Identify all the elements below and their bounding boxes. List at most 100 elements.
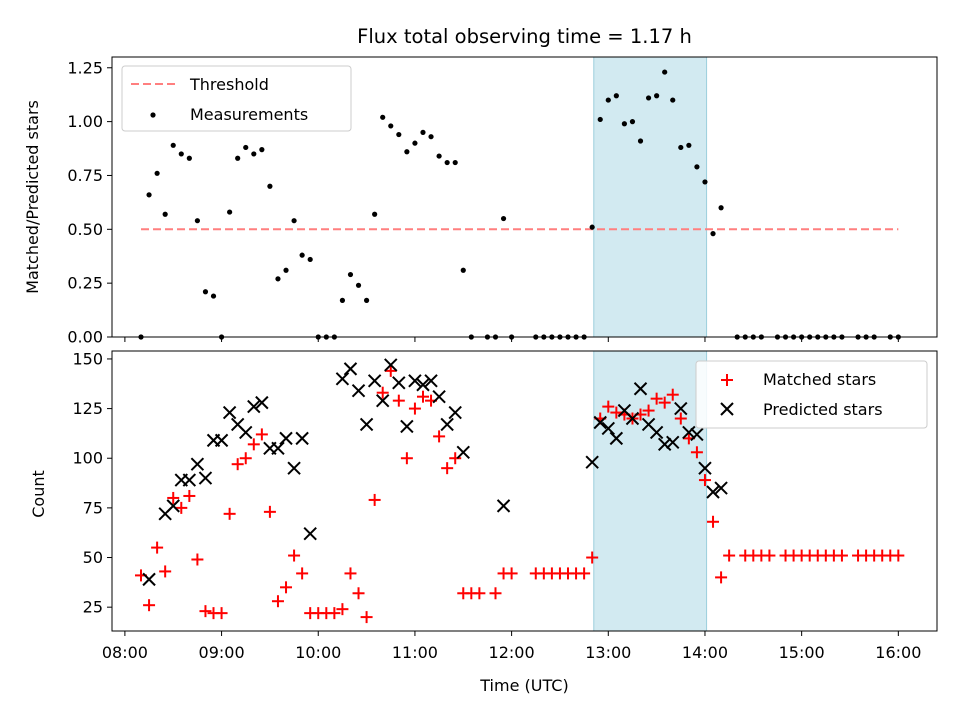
- cross-stroke: [400, 419, 414, 434]
- matched-star-point: [239, 452, 252, 465]
- matched-star-point: [143, 599, 156, 612]
- bottom-axes-frame: [111, 350, 938, 632]
- measurement-point: [670, 97, 676, 103]
- top-y-tick-label: 1.25: [67, 58, 103, 77]
- predicted-star-point: [255, 395, 269, 410]
- matched-star-point: [698, 474, 711, 487]
- predicted-star-point: [335, 372, 350, 386]
- measurement-point: [637, 138, 644, 144]
- bottom-y-axis-label: Count: [29, 470, 48, 518]
- bottom-panel: 25 50 75 100 125 150 08:00 09:00 10:00 11:00 12:0…: [29, 349, 938, 695]
- predicted-star-point: [239, 425, 253, 440]
- cross-stroke: [367, 374, 382, 388]
- matched-star-point: [376, 386, 389, 399]
- cross-stroke: [166, 499, 180, 513]
- predicted-star-point: [214, 433, 229, 448]
- measurement-point: [227, 209, 233, 215]
- predicted-star-point: [674, 401, 688, 416]
- predicted-star-point: [609, 431, 624, 446]
- top-y-ticks: 0.00 0.25 0.50 0.75 1.00 1.25: [67, 58, 112, 347]
- cross-stroke: [649, 425, 664, 440]
- top-y-tick-label: 0.75: [67, 166, 103, 185]
- matched-star-point: [586, 551, 599, 564]
- cross-stroke: [666, 435, 680, 450]
- measurement-point: [412, 140, 418, 146]
- matched-star-point: [247, 438, 260, 451]
- bottom-x-tick-label: 10:00: [295, 643, 341, 662]
- measurement-point: [718, 205, 724, 211]
- predicted-star-point: [698, 461, 712, 475]
- measurement-point: [420, 129, 426, 135]
- measurement-point: [170, 142, 176, 148]
- measurement-point: [307, 256, 313, 263]
- cross-stroke: [214, 433, 229, 448]
- matched-star-point: [263, 505, 276, 518]
- cross-stroke: [609, 431, 624, 446]
- top-highlight-span: [593, 56, 708, 338]
- measurement-point: [589, 224, 595, 230]
- predicted-star-point: [666, 435, 680, 450]
- matched-star-point: [191, 553, 204, 566]
- predicted-star-point: [682, 425, 696, 440]
- measurement-point: [702, 179, 708, 185]
- measurement-point: [243, 144, 249, 151]
- cross-stroke: [416, 378, 430, 392]
- cross-stroke: [424, 374, 438, 388]
- measurement-point: [363, 297, 370, 303]
- matched-star-point: [231, 458, 244, 471]
- matched-star-point: [578, 567, 591, 580]
- measurement-point: [275, 276, 281, 282]
- cross-stroke: [303, 526, 317, 541]
- measurement-point: [452, 159, 458, 166]
- cross-stroke: [384, 358, 398, 372]
- matched-star-point: [215, 607, 228, 620]
- measurement-point: [460, 267, 466, 273]
- cross-stroke: [625, 411, 640, 426]
- bottom-highlight-span: [593, 350, 708, 632]
- predicted-star-point: [440, 417, 454, 432]
- matched-star-point: [433, 430, 446, 443]
- cross-stroke: [440, 417, 454, 432]
- matched-star-point: [280, 581, 293, 594]
- cross-stroke: [287, 461, 301, 475]
- matched-star-point: [255, 428, 268, 441]
- cross-stroke: [255, 395, 269, 410]
- matched-star-point: [610, 406, 623, 419]
- predicted-star-point: [424, 374, 438, 388]
- cross-stroke: [142, 572, 156, 587]
- matched-star-point: [167, 491, 180, 504]
- measurement-point: [388, 123, 394, 129]
- predicted-star-point: [359, 417, 374, 432]
- matched-star-point: [408, 402, 421, 415]
- top-y-tick-label: 1.00: [67, 112, 103, 131]
- matched-star-point: [183, 489, 196, 502]
- bottom-y-tick-label: 75: [83, 498, 103, 517]
- measurement-point: [654, 93, 660, 99]
- measurement-point: [347, 271, 354, 278]
- threshold-legend-label: Threshold: [189, 75, 269, 94]
- predicted-star-point: [392, 376, 406, 390]
- measurement-point: [645, 95, 652, 101]
- measurement-point: [251, 151, 257, 157]
- predicted-star-point: [593, 415, 607, 430]
- predicted-star-point: [343, 362, 358, 376]
- measurement-point: [299, 252, 305, 258]
- measurement-point: [259, 147, 265, 153]
- measurement-point: [202, 289, 209, 295]
- measurement-point: [194, 218, 201, 224]
- measurement-point: [678, 144, 684, 151]
- measurement-point: [694, 164, 700, 170]
- measurement-point: [178, 151, 184, 157]
- bottom-x-tick-label: 13:00: [585, 643, 631, 662]
- bottom-x-ticks: 08:00 09:00 10:00 11:00 12:00 13:00 14:00 15:00…: [102, 631, 921, 662]
- matched-star-point: [473, 587, 486, 600]
- predicted-star-point: [247, 399, 261, 414]
- cross-stroke: [593, 415, 607, 430]
- measurement-point: [597, 116, 603, 123]
- matched-star-point: [489, 587, 502, 600]
- cross-stroke: [714, 481, 728, 495]
- predicted-star-point: [190, 457, 205, 471]
- matched-star-point: [368, 493, 381, 506]
- predicted-star-point: [649, 425, 664, 440]
